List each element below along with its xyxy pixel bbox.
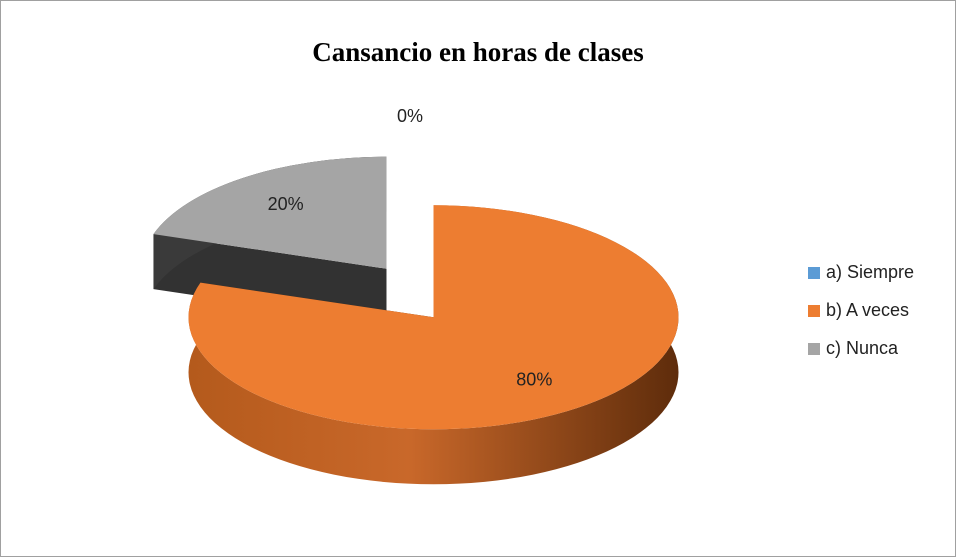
legend-label: b) A veces	[826, 300, 909, 320]
slice-top	[188, 205, 679, 430]
legend-swatch	[808, 343, 820, 355]
data-label: 0%	[397, 106, 423, 126]
slice-cut-face	[153, 234, 387, 324]
legend-swatch	[808, 305, 820, 317]
legend-swatch	[808, 267, 820, 279]
chart-title: Cansancio en horas de clases	[312, 37, 644, 67]
legend-label: a) Siempre	[826, 262, 914, 282]
data-label: 20%	[268, 194, 304, 214]
slice-top	[153, 156, 387, 269]
pie-slice	[188, 205, 679, 485]
legend-label: c) Nunca	[826, 338, 899, 358]
pie-slice	[153, 156, 387, 324]
data-label: 80%	[516, 369, 552, 389]
